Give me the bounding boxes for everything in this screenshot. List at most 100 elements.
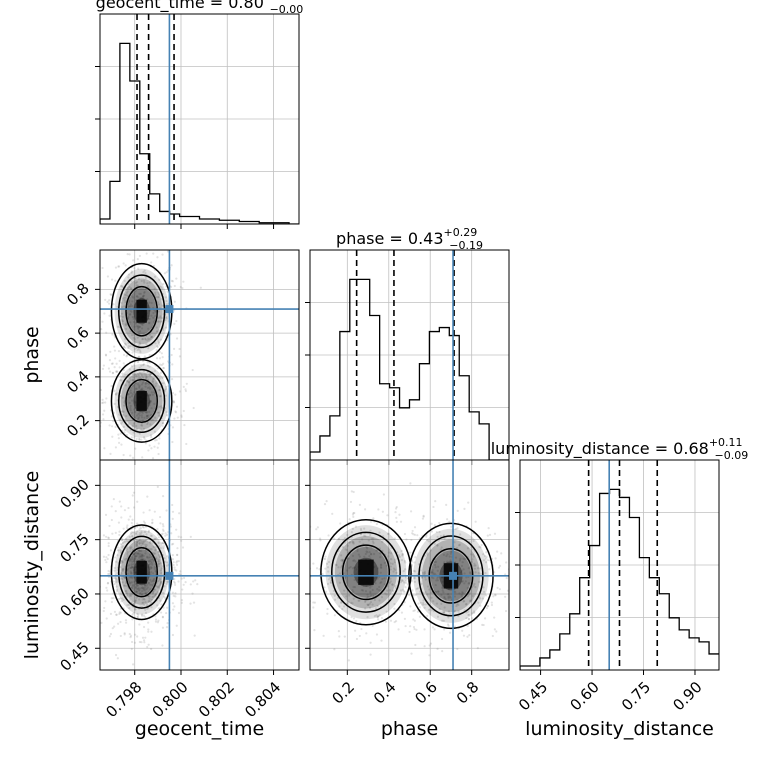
sample-point [157, 564, 160, 568]
sample-point [139, 296, 142, 300]
sample-point [422, 603, 425, 606]
truth-marker [165, 305, 174, 314]
sample-point [391, 589, 395, 592]
sample-point [142, 363, 146, 366]
sample-point [128, 381, 131, 384]
sample-point [100, 328, 103, 331]
sample-point [175, 319, 178, 323]
sample-point [443, 537, 446, 540]
sample-point [177, 580, 180, 583]
sample-point [442, 553, 445, 556]
sample-point [375, 614, 378, 617]
sample-point [172, 561, 175, 564]
sample-point [472, 539, 475, 543]
sample-point [111, 435, 114, 438]
sample-point [331, 512, 334, 515]
sample-point [490, 603, 494, 607]
sample-point [352, 617, 356, 620]
sample-point [119, 543, 123, 546]
sample-point [156, 411, 160, 414]
sample-point [488, 533, 492, 536]
sample-point [442, 610, 446, 614]
sample-point [172, 347, 176, 350]
sample-point [375, 454, 377, 456]
sample-point [479, 546, 482, 549]
sample-point [394, 558, 397, 561]
sample-point [417, 602, 420, 605]
sample-point [160, 352, 163, 355]
sample-point [150, 647, 153, 651]
sample-point [440, 637, 444, 641]
sample-point [142, 436, 146, 439]
sample-point [474, 564, 477, 567]
contour-line [341, 544, 391, 601]
sample-point [461, 595, 464, 598]
sample-point [149, 423, 152, 426]
sample-point [118, 612, 121, 616]
sample-point [131, 399, 134, 402]
sample-point [144, 600, 147, 604]
sample-point [428, 644, 431, 647]
sample-point [398, 513, 401, 516]
sample-point [410, 538, 413, 542]
sample-point [462, 557, 465, 560]
sample-point [117, 549, 120, 552]
sample-point [184, 389, 188, 393]
sample-point [123, 299, 126, 302]
sample-point [124, 264, 127, 267]
contour-line [125, 285, 159, 337]
sample-point [97, 572, 99, 574]
sample-point [164, 385, 168, 389]
sample-point [113, 345, 116, 348]
sample-point [148, 401, 152, 404]
sample-point [324, 567, 327, 570]
sample-point [121, 545, 124, 548]
sample-point [137, 539, 140, 543]
sample-point [329, 576, 332, 579]
sample-point [146, 421, 149, 424]
sample-point [424, 591, 427, 594]
sample-point [485, 561, 488, 564]
sample-point [121, 319, 124, 323]
sample-point [132, 506, 136, 509]
sample-point [130, 558, 133, 561]
sample-point [148, 599, 151, 603]
sample-point [413, 576, 416, 579]
sample-point [138, 372, 141, 375]
sample-point [165, 626, 169, 629]
sample-point [140, 388, 143, 391]
sample-point [171, 503, 174, 507]
sample-point [129, 303, 132, 306]
sample-point [111, 333, 114, 336]
sample-point [123, 632, 126, 635]
sample-point [121, 320, 124, 323]
sample-point [109, 452, 112, 456]
sample-point [129, 546, 132, 549]
x-tick-label: 0.804 [241, 678, 284, 721]
sample-point [126, 552, 129, 556]
sample-point [132, 602, 135, 605]
sample-point [128, 594, 131, 597]
sample-point [466, 586, 469, 590]
sample-point [157, 562, 161, 565]
sample-point [161, 616, 164, 619]
sample-point [124, 296, 127, 299]
sample-point [133, 557, 137, 561]
sample-point [164, 296, 167, 299]
sample-point [123, 577, 127, 580]
sample-point [455, 603, 459, 606]
sample-point [134, 557, 137, 560]
sample-point [142, 526, 145, 529]
sample-point [161, 495, 165, 498]
sample-point [150, 335, 153, 338]
sample-point [144, 337, 147, 340]
sample-point [470, 599, 473, 602]
sample-point [139, 292, 142, 295]
sample-point [160, 572, 163, 575]
sample-point [377, 508, 380, 511]
sample-point [146, 555, 149, 558]
sample-point [158, 415, 161, 418]
sample-point [449, 559, 452, 562]
sample-point [156, 374, 159, 378]
sample-point [441, 650, 444, 653]
